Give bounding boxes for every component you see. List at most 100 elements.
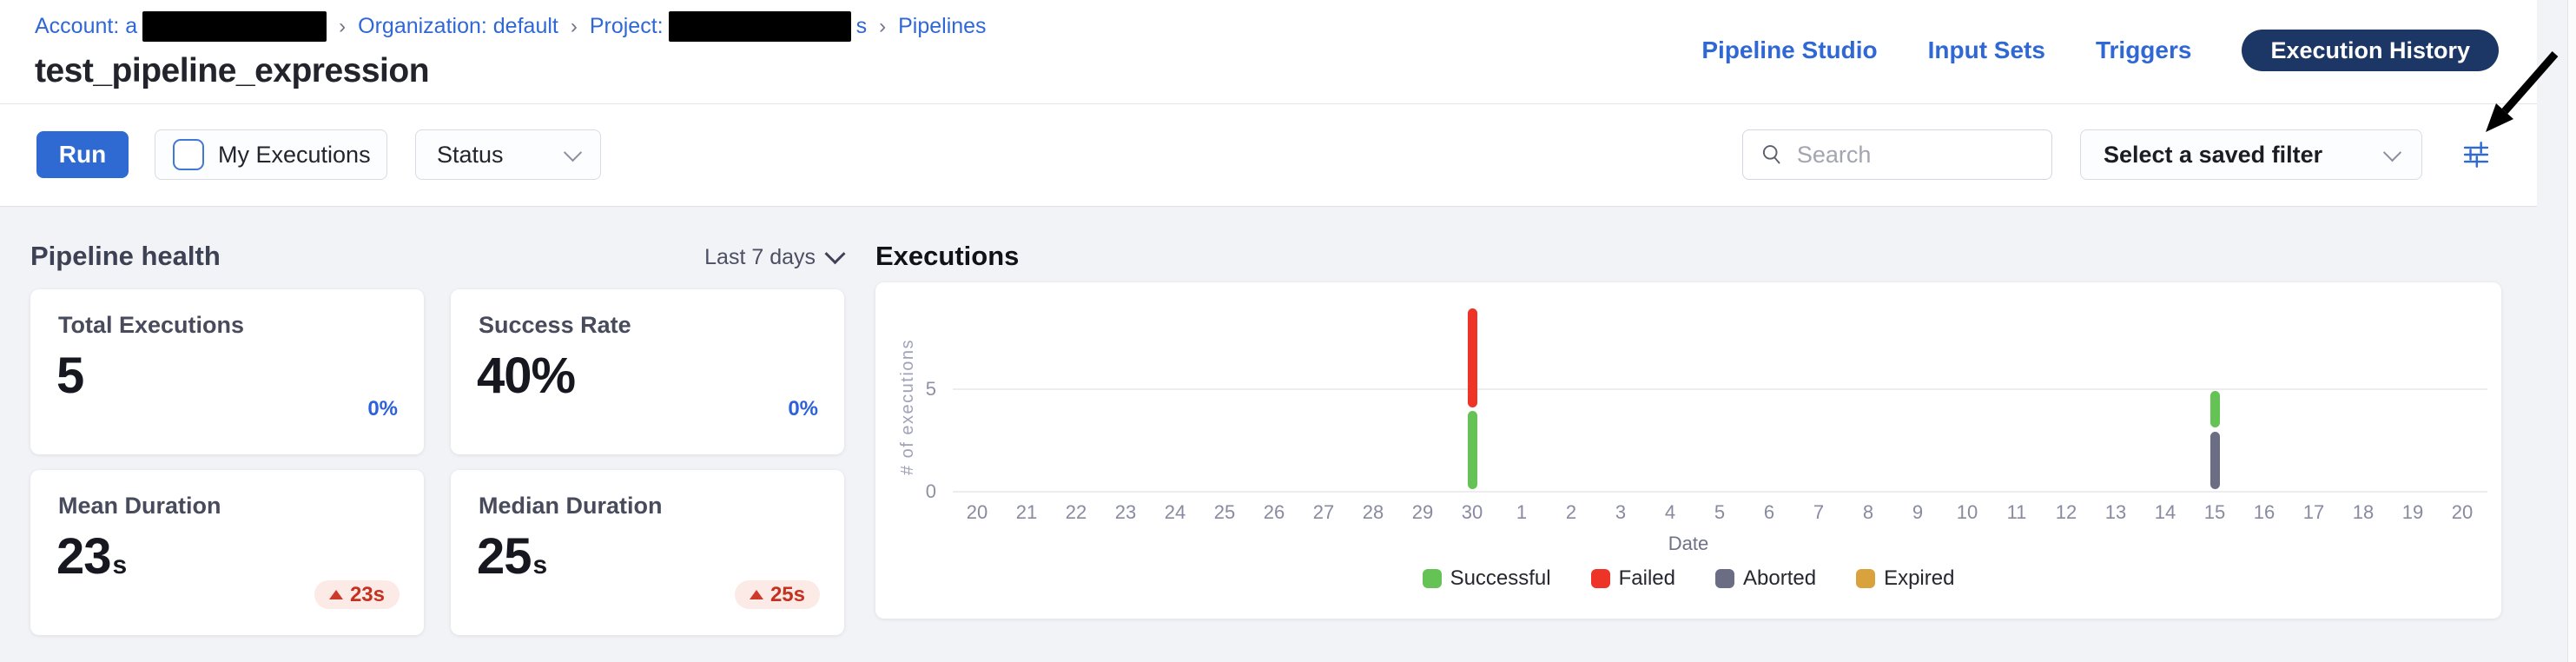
chevron-down-icon [824,243,846,265]
x-tick-label: 16 [2253,501,2275,523]
stat-card-label: Median Duration [479,493,663,519]
legend-item-successful[interactable]: Successful [1422,566,1551,591]
breadcrumb-link: s [855,14,868,38]
breadcrumb: Account: a › Organization: default › Project… [35,11,987,42]
redaction-box [668,11,851,42]
x-tick-label: 6 [1763,501,1775,523]
breadcrumb-separator: › [879,14,887,38]
stat-card-label: Total Executions [58,312,245,338]
bar-segment-successful[interactable] [1467,411,1477,489]
stat-card: Median Duration 25 s 25s [451,470,844,635]
time-range-select[interactable]: Last 7 days [669,243,846,270]
x-tick-label: 4 [1664,501,1676,523]
legend-label: Failed [1618,566,1675,590]
y-axis-title: # of executions [898,338,917,475]
y-tick-0: 0 [925,480,936,502]
executions-heading: Executions [875,241,1020,271]
legend-item-aborted[interactable]: Aborted [1715,566,1816,591]
x-tick-label: 13 [2104,501,2127,523]
breadcrumb-link[interactable]: Account: a [35,14,138,38]
legend-item-failed[interactable]: Failed [1590,566,1675,591]
filter-settings-button[interactable] [2456,135,2496,175]
x-tick-label: 3 [1615,501,1627,523]
filter-sliders-icon [2463,142,2489,168]
pipeline-health-heading: Pipeline health [30,241,221,271]
x-tick-label: 22 [1065,501,1087,523]
bar-segment-successful[interactable] [2209,390,2220,428]
breadcrumb-item[interactable]: Organization: default [358,14,558,39]
my-executions-checkbox[interactable] [173,139,204,170]
breadcrumb-item[interactable]: Pipelines [898,14,986,39]
tab-input-sets[interactable]: Input Sets [1927,36,2045,63]
legend-label: Expired [1884,566,1955,590]
x-tick-label: 26 [1263,501,1285,523]
x-tick-label: 5 [1714,501,1726,523]
x-tick-label: 28 [1362,501,1384,523]
search-input[interactable] [1794,140,2034,169]
time-range-label: Last 7 days [704,245,816,269]
gridline-5 [953,388,2487,390]
search-icon [1762,145,1780,164]
x-tick-label: 1 [1516,501,1528,523]
redaction-box [142,11,327,42]
legend-item-expired[interactable]: Expired [1856,566,1954,591]
gridline-0 [953,491,2487,493]
legend-swatch [1715,569,1734,588]
x-tick-label: 10 [1956,501,1978,523]
legend-label: Successful [1450,566,1551,590]
pipeline-nav: Pipeline Studio Input Sets Triggers Execut… [1701,30,2499,71]
y-tick-5: 5 [925,378,936,400]
x-tick-label: 29 [1411,501,1434,523]
x-tick-label: 8 [1862,501,1874,523]
page-title: test_pipeline_expression [35,52,430,89]
chart-legend: Successful Failed Aborted Expired [875,566,2501,591]
x-tick-label: 24 [1164,501,1186,523]
x-tick-label: 25 [1213,501,1236,523]
breadcrumb-item[interactable]: Project: s [590,11,867,42]
tab-triggers[interactable]: Triggers [2095,36,2192,63]
x-tick-label: 12 [2055,501,2077,523]
x-tick-label: 20 [966,501,988,523]
x-tick-label: 17 [2302,501,2325,523]
run-button[interactable]: Run [36,131,129,178]
health-cards: Total Executions 5 0% Success Rate 40% 0% Mean… [30,289,844,635]
tab-execution-history[interactable]: Execution History [2242,30,2499,71]
x-tick-label: 14 [2154,501,2176,523]
stat-card-value: 40% [477,348,576,404]
legend-swatch [1856,569,1876,588]
stat-card-value: 25 s [477,528,548,585]
bar-segment-failed[interactable] [1467,308,1477,407]
breadcrumb-link[interactable]: Pipelines [898,14,987,38]
x-tick-label: 30 [1461,501,1483,523]
x-tick-label: 9 [1912,501,1924,523]
stat-card: Mean Duration 23 s 23s [30,470,424,635]
trend-value: 0% [367,397,398,420]
stat-card: Total Executions 5 0% [30,289,424,454]
legend-swatch [1590,569,1610,588]
saved-filter-dropdown[interactable]: Select a saved filter [2080,129,2422,180]
my-executions-label: My Executions [218,141,371,168]
breadcrumb-link[interactable]: Organization: default [358,14,558,38]
status-dropdown-label: Status [437,141,504,168]
toolbar-divider [0,103,2537,104]
my-executions-toggle[interactable]: My Executions [155,129,387,180]
search-box[interactable] [1742,129,2052,180]
bar-segment-aborted[interactable] [2209,431,2220,489]
saved-filter-label: Select a saved filter [2104,141,2323,168]
x-tick-label: 19 [2401,501,2424,523]
breadcrumb-item[interactable]: Account: a [35,11,327,42]
stat-card-value: 23 s [56,528,128,585]
stat-card-value: 5 [56,348,84,404]
x-tick-label: 23 [1114,501,1137,523]
x-tick-label: 7 [1813,501,1825,523]
breadcrumb-link[interactable]: Project: [589,14,664,38]
x-tick-label: 21 [1015,501,1038,523]
status-dropdown[interactable]: Status [415,129,601,180]
trend-badge: 23s [314,580,400,609]
scrollbar[interactable] [2567,0,2576,662]
tab-pipeline-studio[interactable]: Pipeline Studio [1701,36,1878,63]
trend-badge: 25s [734,580,820,609]
breadcrumb-separator: › [339,14,347,38]
trend-up-icon [749,590,763,599]
